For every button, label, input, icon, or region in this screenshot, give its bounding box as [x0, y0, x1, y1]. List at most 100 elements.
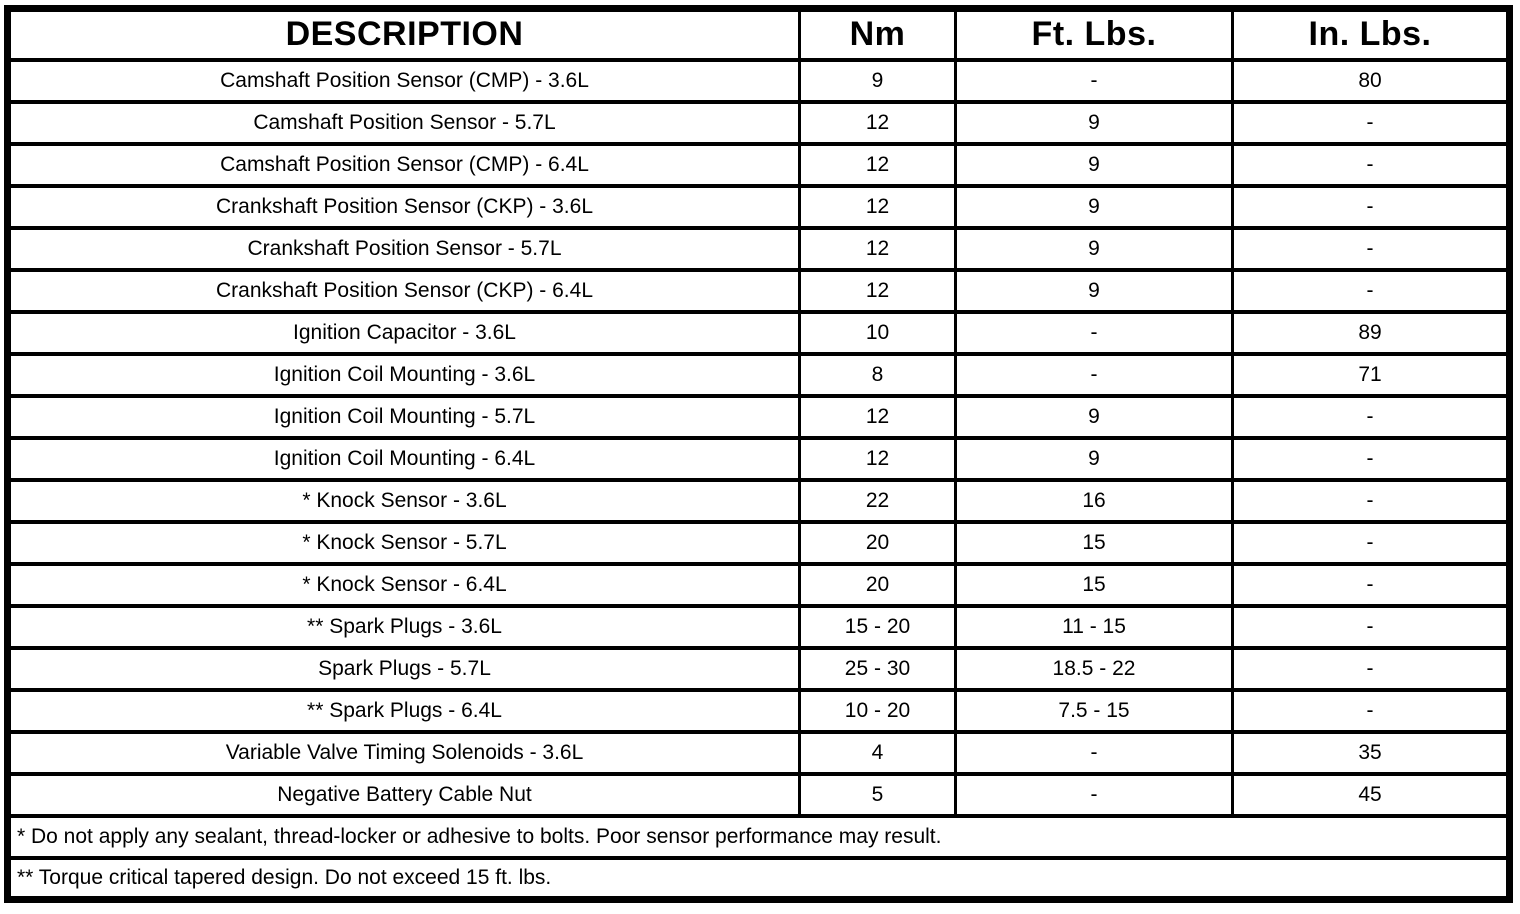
- header-description: DESCRIPTION: [6, 6, 801, 62]
- nm-cell: 22: [798, 477, 957, 524]
- table-row: Crankshaft Position Sensor - 5.7L 12 9 -: [6, 225, 1511, 272]
- nm-cell: 12: [798, 267, 957, 314]
- in-lbs-cell: 89: [1231, 309, 1511, 356]
- ft-lbs-cell: -: [954, 771, 1234, 818]
- table-row: Negative Battery Cable Nut 5 - 45: [6, 771, 1511, 818]
- table-row: Ignition Coil Mounting - 5.7L 12 9 -: [6, 393, 1511, 440]
- description-cell: Crankshaft Position Sensor - 5.7L: [6, 225, 801, 272]
- description-cell: ** Spark Plugs - 6.4L: [6, 687, 801, 734]
- table-row: * Knock Sensor - 5.7L 20 15 -: [6, 519, 1511, 566]
- nm-cell: 9: [798, 57, 957, 104]
- table-row: Camshaft Position Sensor (CMP) - 6.4L 12…: [6, 141, 1511, 188]
- table-row: Spark Plugs - 5.7L 25 - 30 18.5 - 22 -: [6, 645, 1511, 692]
- nm-cell: 12: [798, 393, 957, 440]
- in-lbs-cell: 71: [1231, 351, 1511, 398]
- footnote-row: * Do not apply any sealant, thread-locke…: [6, 813, 1511, 860]
- in-lbs-cell: -: [1231, 435, 1511, 482]
- ft-lbs-cell: 15: [954, 519, 1234, 566]
- ft-lbs-cell: -: [954, 57, 1234, 104]
- ft-lbs-cell: 15: [954, 561, 1234, 608]
- description-cell: Variable Valve Timing Solenoids - 3.6L: [6, 729, 801, 776]
- description-cell: Crankshaft Position Sensor (CKP) - 6.4L: [6, 267, 801, 314]
- in-lbs-cell: -: [1231, 99, 1511, 146]
- ft-lbs-cell: 11 - 15: [954, 603, 1234, 650]
- description-cell: Ignition Capacitor - 3.6L: [6, 309, 801, 356]
- table-row: * Knock Sensor - 3.6L 22 16 -: [6, 477, 1511, 524]
- ft-lbs-cell: 9: [954, 435, 1234, 482]
- nm-cell: 20: [798, 519, 957, 566]
- table-row: Crankshaft Position Sensor (CKP) - 3.6L …: [6, 183, 1511, 230]
- table-row: Crankshaft Position Sensor (CKP) - 6.4L …: [6, 267, 1511, 314]
- in-lbs-cell: -: [1231, 561, 1511, 608]
- table-row: Camshaft Position Sensor (CMP) - 3.6L 9 …: [6, 57, 1511, 104]
- nm-cell: 12: [798, 225, 957, 272]
- in-lbs-cell: -: [1231, 183, 1511, 230]
- header-ft-lbs: Ft. Lbs.: [954, 6, 1234, 62]
- in-lbs-cell: -: [1231, 645, 1511, 692]
- in-lbs-cell: -: [1231, 393, 1511, 440]
- description-cell: Camshaft Position Sensor - 5.7L: [6, 99, 801, 146]
- nm-cell: 12: [798, 99, 957, 146]
- ft-lbs-cell: 9: [954, 141, 1234, 188]
- nm-cell: 12: [798, 141, 957, 188]
- table-row: * Knock Sensor - 6.4L 20 15 -: [6, 561, 1511, 608]
- nm-cell: 8: [798, 351, 957, 398]
- torque-spec-table: DESCRIPTION Nm Ft. Lbs. In. Lbs. Camshaf…: [4, 5, 1513, 903]
- ft-lbs-cell: 9: [954, 225, 1234, 272]
- table-row: Variable Valve Timing Solenoids - 3.6L 4…: [6, 729, 1511, 776]
- description-cell: * Knock Sensor - 5.7L: [6, 519, 801, 566]
- in-lbs-cell: -: [1231, 141, 1511, 188]
- in-lbs-cell: -: [1231, 603, 1511, 650]
- ft-lbs-cell: -: [954, 729, 1234, 776]
- in-lbs-cell: 45: [1231, 771, 1511, 818]
- table-row: Camshaft Position Sensor - 5.7L 12 9 -: [6, 99, 1511, 146]
- in-lbs-cell: 80: [1231, 57, 1511, 104]
- ft-lbs-cell: 16: [954, 477, 1234, 524]
- in-lbs-cell: -: [1231, 687, 1511, 734]
- ft-lbs-cell: 18.5 - 22: [954, 645, 1234, 692]
- in-lbs-cell: -: [1231, 477, 1511, 524]
- ft-lbs-cell: 9: [954, 99, 1234, 146]
- header-in-lbs: In. Lbs.: [1231, 6, 1511, 62]
- nm-cell: 20: [798, 561, 957, 608]
- description-cell: ** Spark Plugs - 3.6L: [6, 603, 801, 650]
- nm-cell: 12: [798, 435, 957, 482]
- in-lbs-cell: -: [1231, 267, 1511, 314]
- description-cell: * Knock Sensor - 3.6L: [6, 477, 801, 524]
- ft-lbs-cell: 7.5 - 15: [954, 687, 1234, 734]
- footnote-row: ** Torque critical tapered design. Do no…: [6, 855, 1511, 902]
- description-cell: Camshaft Position Sensor (CMP) - 3.6L: [6, 57, 801, 104]
- description-cell: Spark Plugs - 5.7L: [6, 645, 801, 692]
- description-cell: * Knock Sensor - 6.4L: [6, 561, 801, 608]
- ft-lbs-cell: -: [954, 351, 1234, 398]
- nm-cell: 5: [798, 771, 957, 818]
- description-cell: Crankshaft Position Sensor (CKP) - 3.6L: [6, 183, 801, 230]
- nm-cell: 4: [798, 729, 957, 776]
- nm-cell: 10 - 20: [798, 687, 957, 734]
- ft-lbs-cell: -: [954, 309, 1234, 356]
- footnote-sealant: * Do not apply any sealant, thread-locke…: [6, 813, 1511, 860]
- nm-cell: 12: [798, 183, 957, 230]
- in-lbs-cell: 35: [1231, 729, 1511, 776]
- description-cell: Ignition Coil Mounting - 3.6L: [6, 351, 801, 398]
- nm-cell: 15 - 20: [798, 603, 957, 650]
- in-lbs-cell: -: [1231, 519, 1511, 566]
- ft-lbs-cell: 9: [954, 393, 1234, 440]
- description-cell: Ignition Coil Mounting - 6.4L: [6, 435, 801, 482]
- table-row: Ignition Coil Mounting - 6.4L 12 9 -: [6, 435, 1511, 482]
- nm-cell: 25 - 30: [798, 645, 957, 692]
- table-row: Ignition Coil Mounting - 3.6L 8 - 71: [6, 351, 1511, 398]
- table-row: Ignition Capacitor - 3.6L 10 - 89: [6, 309, 1511, 356]
- footnote-torque-critical: ** Torque critical tapered design. Do no…: [6, 855, 1511, 902]
- in-lbs-cell: -: [1231, 225, 1511, 272]
- description-cell: Camshaft Position Sensor (CMP) - 6.4L: [6, 141, 801, 188]
- description-cell: Ignition Coil Mounting - 5.7L: [6, 393, 801, 440]
- table-row: ** Spark Plugs - 6.4L 10 - 20 7.5 - 15 -: [6, 687, 1511, 734]
- header-row: DESCRIPTION Nm Ft. Lbs. In. Lbs.: [6, 6, 1511, 62]
- description-cell: Negative Battery Cable Nut: [6, 771, 801, 818]
- ft-lbs-cell: 9: [954, 183, 1234, 230]
- nm-cell: 10: [798, 309, 957, 356]
- ft-lbs-cell: 9: [954, 267, 1234, 314]
- table-row: ** Spark Plugs - 3.6L 15 - 20 11 - 15 -: [6, 603, 1511, 650]
